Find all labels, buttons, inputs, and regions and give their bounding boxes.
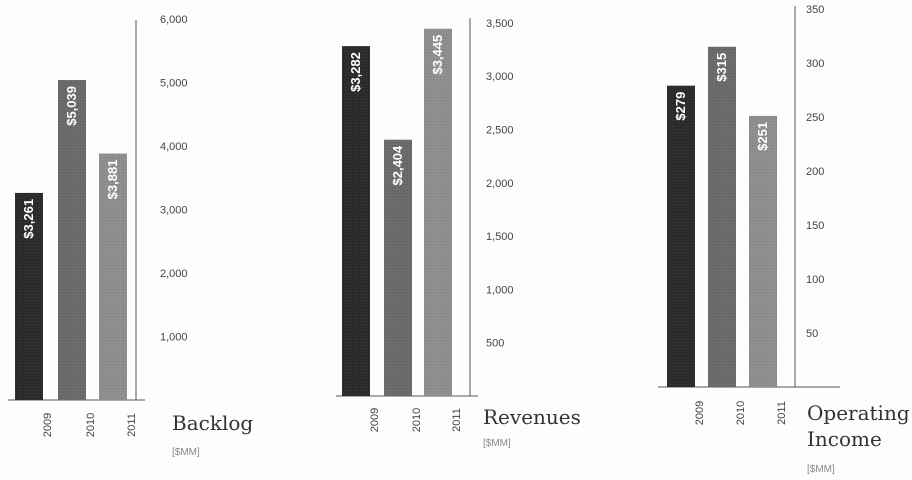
operating-income-ytick-label: 150 (806, 220, 824, 232)
revenues-bar-texture (342, 46, 370, 397)
operating-income-ytick-label: 200 (806, 166, 824, 178)
backlog-data-label: $3,881 (105, 160, 120, 200)
operating-income-title: Income (807, 427, 882, 451)
operating-income-ytick-label: 300 (806, 58, 824, 70)
revenues-category-label: 2010 (411, 408, 423, 432)
backlog-data-label: $5,039 (64, 86, 79, 126)
backlog-ytick-label: 2,000 (160, 268, 188, 280)
revenues-chart: 500 1,000 1,500 2,000 2,500 3,000 3,500 $3,282 2… (336, 18, 581, 449)
backlog-ytick-label: 3,000 (160, 205, 188, 217)
operating-income-category-label: 2011 (776, 401, 788, 425)
revenues-ytick-label: 3,500 (486, 18, 514, 30)
backlog-bar-texture (58, 80, 86, 400)
backlog-data-label: $3,261 (21, 199, 36, 239)
operating-income-ytick-label: 250 (806, 112, 824, 124)
revenues-data-label: $3,445 (430, 35, 445, 75)
operating-income-title: Operating (807, 401, 910, 425)
operating-income-data-label: $279 (673, 92, 688, 121)
backlog-bar-texture (99, 153, 127, 400)
backlog-bar-texture (15, 192, 43, 400)
revenues-category-label: 2011 (451, 408, 463, 432)
backlog-ytick-label: 4,000 (160, 141, 188, 153)
operating-income-bar-texture (708, 46, 736, 388)
revenues-category-label: 2009 (369, 408, 381, 432)
revenues-title: Revenues (483, 405, 581, 429)
revenues-data-label: $3,282 (348, 52, 363, 92)
revenues-ytick-label: 1,000 (486, 284, 514, 296)
operating-income-bar-texture (667, 85, 695, 388)
revenues-unit-label: [$MM] (483, 438, 511, 449)
revenues-bar-texture (384, 139, 412, 397)
operating-income-category-label: 2010 (735, 401, 747, 425)
revenues-ytick-label: 2,000 (486, 178, 514, 190)
operating-income-ytick-label: 100 (806, 274, 824, 286)
backlog-category-label: 2011 (126, 413, 138, 437)
revenues-ytick-label: 1,500 (486, 231, 514, 243)
revenues-ytick-label: 2,500 (486, 125, 514, 137)
backlog-ytick-label: 1,000 (160, 332, 188, 344)
revenues-ytick-label: 3,000 (486, 71, 514, 83)
operating-income-ytick-label: 350 (806, 4, 824, 16)
revenues-data-label: $2,404 (390, 145, 405, 186)
backlog-category-label: 2010 (85, 413, 97, 437)
operating-income-data-label: $251 (755, 122, 770, 151)
backlog-category-label: 2009 (42, 413, 54, 437)
revenues-bar-texture (424, 28, 452, 396)
backlog-ytick-label: 5,000 (160, 78, 188, 90)
operating-income-bar-texture (749, 115, 777, 388)
backlog-unit-label: [$MM] (172, 447, 200, 458)
operating-income-ytick-label: 50 (806, 328, 818, 340)
backlog-title: Backlog (172, 411, 253, 435)
backlog-ytick-label: 6,000 (160, 14, 188, 26)
backlog-chart: 1,000 2,000 3,000 4,000 5,000 6,000 $3,261 2009… (8, 14, 253, 458)
operating-income-category-label: 2009 (694, 401, 706, 425)
operating-income-data-label: $315 (714, 53, 729, 82)
operating-income-chart: 50 100 150 200 250 300 350 $279 2009 $315 2010 $251… (658, 4, 910, 475)
revenues-ytick-label: 500 (486, 338, 504, 350)
operating-income-unit-label: [$MM] (807, 464, 835, 475)
